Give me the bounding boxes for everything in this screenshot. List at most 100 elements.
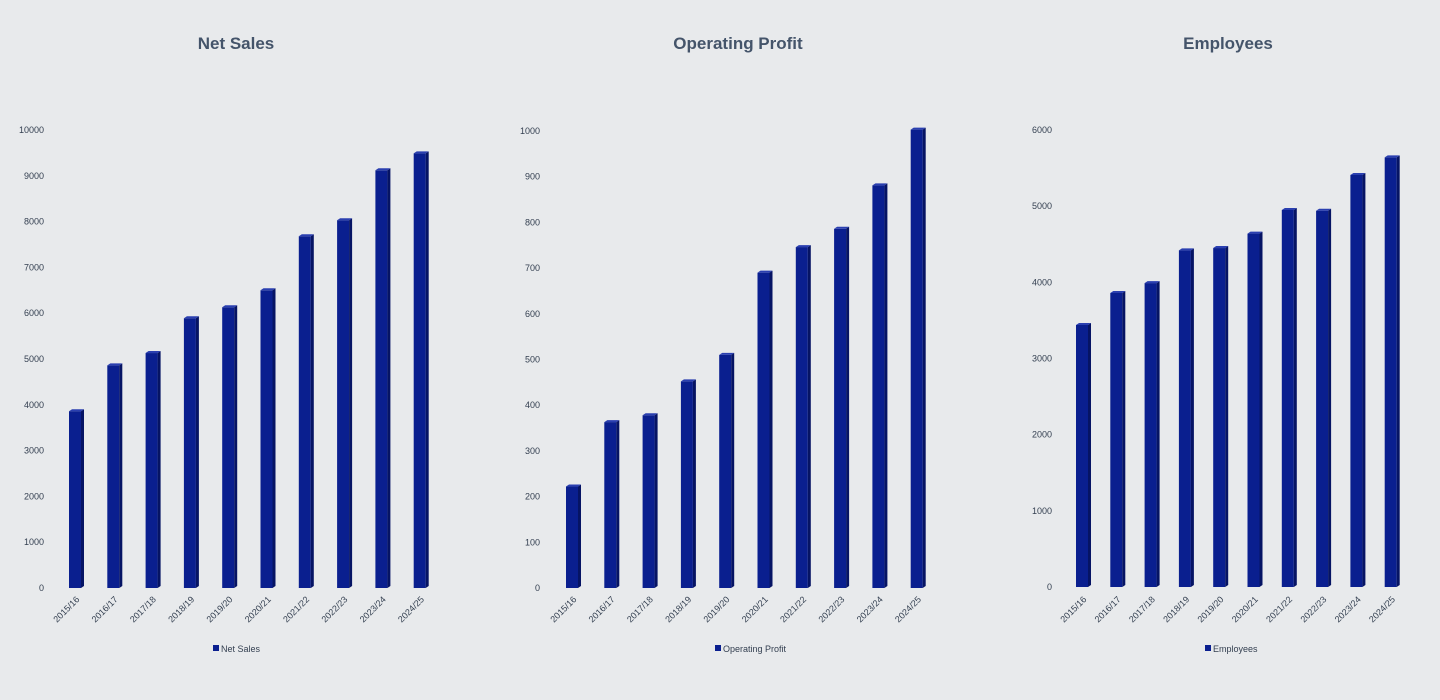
- bar-top: [834, 226, 850, 229]
- bar: [260, 290, 273, 588]
- bar-top: [1281, 207, 1297, 210]
- bar: [1281, 209, 1294, 587]
- bar-side: [1362, 172, 1366, 587]
- bar-top: [1384, 155, 1400, 158]
- y-tick-label: 10000: [19, 125, 44, 135]
- bar-side: [731, 352, 735, 588]
- y-tick-label: 3000: [1032, 354, 1052, 364]
- y-tick-label: 2000: [1032, 430, 1052, 440]
- x-tick-label: 2018/19: [1161, 594, 1191, 624]
- x-tick-label: 2017/18: [1127, 594, 1157, 624]
- bar-top: [910, 127, 926, 130]
- bar-top: [1350, 172, 1366, 175]
- bar-side: [1225, 246, 1229, 587]
- bar-side: [1328, 208, 1332, 587]
- bar-side: [1122, 290, 1126, 587]
- bar: [872, 185, 885, 588]
- x-tick-label: 2016/17: [90, 594, 120, 624]
- legend-label: Employees: [1213, 644, 1258, 654]
- x-tick-label: 2021/22: [778, 594, 808, 624]
- x-tick-label: 2021/22: [281, 594, 311, 624]
- bar: [413, 153, 426, 588]
- bar-side: [692, 379, 696, 588]
- bar-side: [1190, 248, 1194, 588]
- bar-top: [107, 363, 123, 366]
- y-tick-label: 300: [525, 446, 540, 456]
- bar-side: [654, 413, 658, 588]
- y-tick-label: 1000: [520, 126, 540, 136]
- bar-side: [310, 234, 314, 589]
- bar-side: [234, 305, 238, 588]
- bar-top: [337, 218, 353, 221]
- bar-top: [1247, 231, 1263, 234]
- x-tick-label: 2023/24: [1333, 594, 1363, 624]
- bar: [1110, 292, 1123, 587]
- bar: [1384, 157, 1397, 588]
- bar-top: [183, 316, 199, 319]
- bar-top: [298, 234, 314, 237]
- y-tick-label: 6000: [24, 308, 44, 318]
- y-tick-label: 600: [525, 309, 540, 319]
- bar-side: [1259, 231, 1263, 587]
- y-tick-label: 5000: [24, 354, 44, 364]
- bar-top: [1316, 208, 1332, 211]
- bar-top: [1144, 281, 1160, 284]
- bar-side: [349, 218, 353, 588]
- y-tick-label: 7000: [24, 262, 44, 272]
- bar-side: [119, 363, 123, 588]
- x-tick-label: 2015/16: [1058, 594, 1088, 624]
- legend-swatch: [213, 645, 219, 651]
- bar-top: [757, 270, 773, 273]
- x-tick-label: 2016/17: [1093, 594, 1123, 624]
- bar-top: [1178, 248, 1194, 251]
- bar-side: [769, 270, 773, 588]
- chart-title: Net Sales: [198, 34, 275, 53]
- bar: [298, 236, 311, 589]
- bar: [757, 272, 770, 588]
- y-tick-label: 4000: [24, 400, 44, 410]
- bar-side: [1293, 207, 1297, 587]
- bar: [642, 415, 655, 588]
- bar-top: [413, 151, 429, 154]
- x-tick-label: 2022/23: [816, 594, 846, 624]
- bar-side: [1156, 281, 1160, 587]
- y-tick-label: 5000: [1032, 201, 1052, 211]
- bar: [910, 129, 923, 588]
- bar-top: [795, 245, 811, 248]
- y-tick-label: 6000: [1032, 125, 1052, 135]
- bar-side: [616, 420, 620, 588]
- bar: [1178, 250, 1191, 588]
- x-tick-label: 2021/22: [1264, 594, 1294, 624]
- bar-side: [425, 151, 429, 588]
- y-tick-label: 3000: [24, 446, 44, 456]
- legend-swatch: [1205, 645, 1211, 651]
- bar: [1213, 248, 1226, 587]
- bar-side: [1088, 322, 1091, 587]
- x-tick-label: 2020/21: [1230, 594, 1260, 624]
- bar-side: [195, 316, 199, 588]
- bar: [566, 486, 578, 588]
- bar: [604, 422, 617, 588]
- bar-top: [680, 379, 696, 382]
- x-tick-label: 2024/25: [396, 594, 426, 624]
- bar: [337, 220, 350, 588]
- x-tick-label: 2022/23: [1298, 594, 1328, 624]
- bar-top: [69, 409, 84, 412]
- bar-side: [157, 351, 161, 588]
- bar: [1316, 210, 1329, 587]
- x-tick-label: 2019/20: [205, 594, 235, 624]
- bar-top: [566, 484, 581, 487]
- bar: [834, 228, 847, 588]
- bar-side: [272, 288, 276, 588]
- bar-top: [375, 168, 391, 171]
- x-tick-label: 2015/16: [548, 594, 578, 624]
- bar-top: [719, 352, 735, 355]
- bar-side: [884, 183, 888, 588]
- x-tick-label: 2020/21: [740, 594, 770, 624]
- bar: [719, 354, 732, 588]
- bar-top: [145, 351, 161, 354]
- y-tick-label: 9000: [24, 171, 44, 181]
- chart-title: Operating Profit: [673, 34, 803, 53]
- x-tick-label: 2017/18: [625, 594, 655, 624]
